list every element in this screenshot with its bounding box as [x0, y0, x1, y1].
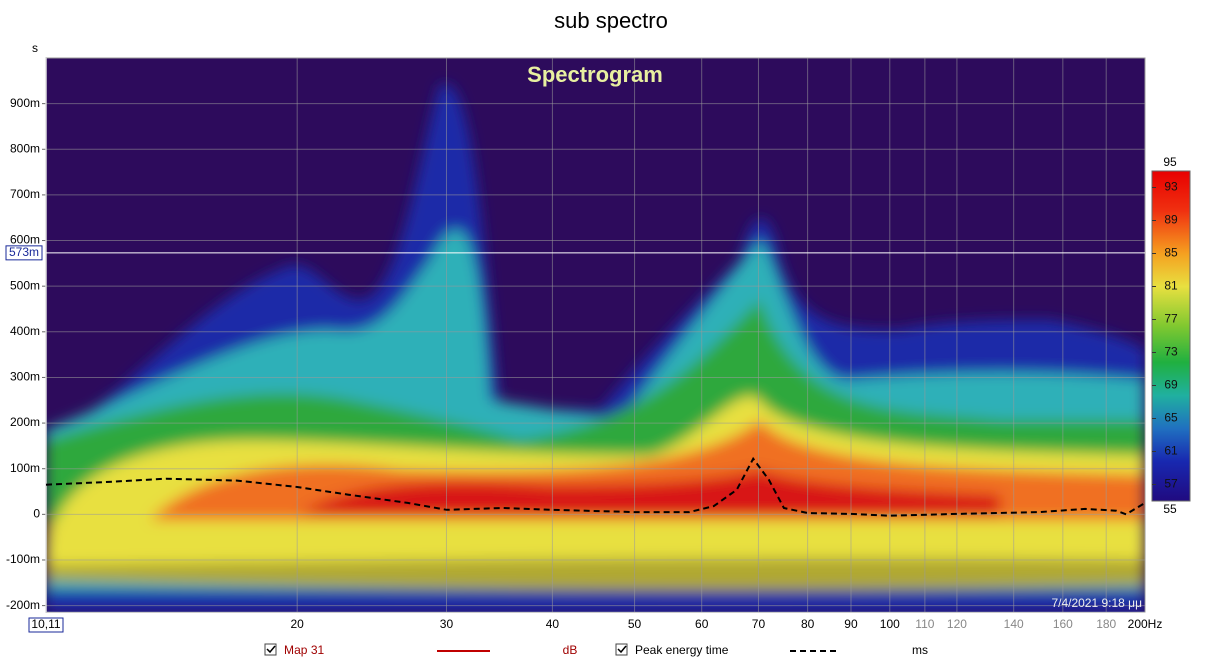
colorbar-tick-label: 65: [1164, 411, 1178, 425]
y-tick-label: 300m: [10, 370, 40, 384]
legend-checkbox[interactable]: [264, 643, 277, 656]
x-tick-label: 70: [752, 617, 766, 631]
x-tick-label: 100: [880, 617, 900, 631]
timestamp: 7/4/2021 9:18 μμ: [1051, 596, 1142, 610]
check-mark: [617, 645, 627, 654]
x-tick-label: 180: [1096, 617, 1116, 631]
y-tick-label: -100m: [6, 552, 40, 566]
peak-energy-line: [45, 456, 1146, 517]
x-tick-label: 50: [628, 617, 642, 631]
check-mark: [266, 645, 276, 654]
colorbar-tick-label: 85: [1164, 246, 1178, 260]
legend-checkbox[interactable]: [615, 643, 628, 656]
legend-unit: ms: [912, 643, 928, 657]
colorbar-tick-label: 93: [1164, 180, 1178, 194]
colorbar: [1151, 170, 1191, 502]
x-tick-label: 160: [1053, 617, 1073, 631]
colorbar-min-label: 55: [1163, 502, 1177, 516]
legend-label: Мар 31: [284, 643, 324, 657]
cursor-box: [5, 245, 43, 261]
y-unit: s: [32, 41, 38, 55]
legend-label: Peak energy time: [635, 643, 729, 657]
legend-unit: dB: [563, 643, 578, 657]
x-start-box: [28, 617, 64, 633]
x-tick-label: 30: [440, 617, 454, 631]
x-tick-label: 20: [291, 617, 305, 631]
y-tick-label: 900m: [10, 96, 40, 110]
y-tick-label: 500m: [10, 278, 40, 292]
plot-title: Spectrogram: [527, 62, 663, 87]
title: sub spectro: [554, 8, 668, 33]
colorbar-max-label: 95: [1163, 155, 1177, 169]
x-tick-label: 80: [801, 617, 815, 631]
y-tick-label: 0: [33, 507, 40, 521]
x-tick-label: 60: [695, 617, 709, 631]
colorbar-tick-label: 69: [1164, 378, 1178, 392]
y-tick-label: 800m: [10, 141, 40, 155]
x-tick-label: 200Hz: [1128, 617, 1163, 631]
colorbar-tick-label: 57: [1164, 477, 1178, 491]
x-tick-label: 110: [915, 617, 934, 631]
x-tick-label: 140: [1004, 617, 1024, 631]
x-tick-label: 40: [546, 617, 560, 631]
x-tick-label: 90: [844, 617, 858, 631]
y-tick-label: -200m: [6, 598, 40, 612]
colorbar-tick-label: 73: [1164, 345, 1178, 359]
colorbar-tick-label: 61: [1164, 444, 1178, 458]
y-tick-label: 600m: [10, 233, 40, 247]
x-start-label: 10,11: [31, 617, 60, 631]
x-tick-label: 120: [947, 617, 967, 631]
colorbar-tick-label: 81: [1164, 279, 1178, 293]
spectrogram-field: [46, 83, 1145, 612]
cursor-label: 573m: [9, 245, 39, 259]
y-tick-label: 100m: [10, 461, 40, 475]
y-tick-label: 700m: [10, 187, 40, 201]
y-tick-label: 400m: [10, 324, 40, 338]
colorbar-tick-label: 89: [1164, 213, 1178, 227]
y-tick-label: 200m: [10, 415, 40, 429]
colorbar-tick-label: 77: [1164, 312, 1178, 326]
